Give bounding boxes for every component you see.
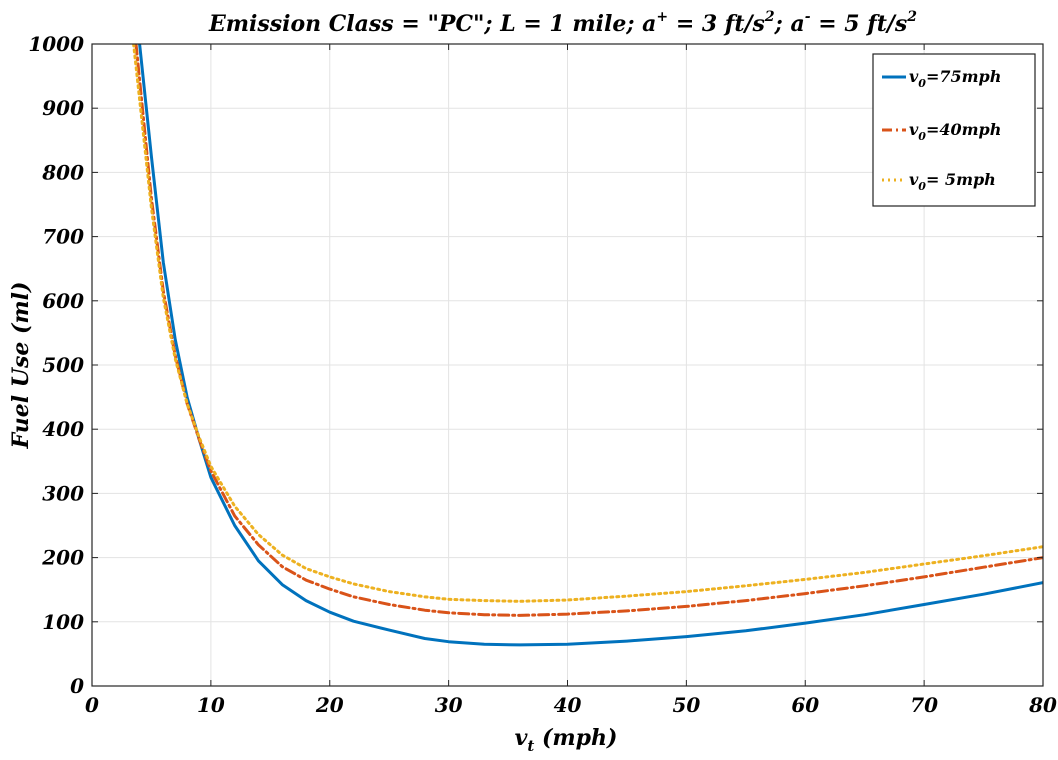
series-line--40mph — [134, 44, 1043, 617]
x-tick-label: 50 — [672, 693, 700, 717]
series-line--5mph — [132, 44, 1043, 603]
y-tick-label: 200 — [41, 546, 84, 570]
legend-label-rest: = 5mph — [926, 170, 996, 189]
x-axis-label-rest: (mph) — [534, 725, 617, 751]
x-tick-label: 40 — [554, 693, 582, 717]
series-layer — [132, 44, 1043, 647]
chart-title: Emission Class = "PC"; L = 1 mile; a+ = … — [208, 9, 917, 37]
y-tick-label: 600 — [42, 289, 84, 313]
x-axis-label-sub: t — [527, 737, 534, 755]
axes-layer — [91, 43, 1044, 687]
legend-label-v0-40mph: v0=40mph — [909, 120, 1001, 143]
title-sup-minus: - — [805, 9, 811, 25]
legend-label-sub: 0 — [918, 130, 926, 143]
legend-label-v0-75mph: v0=75mph — [909, 67, 1001, 90]
title-sup-2b: 2 — [906, 9, 917, 25]
y-tick-label: 800 — [41, 160, 84, 184]
x-tick-label: 30 — [435, 693, 463, 717]
title-mid-1: = 3 ft/s — [668, 11, 765, 37]
legend-label-main: v — [909, 170, 919, 189]
grid-layer — [92, 44, 1043, 686]
y-tick-label: 900 — [42, 96, 84, 120]
title-mid-3: = 5 ft/s — [811, 11, 908, 37]
legend-label-rest: =40mph — [926, 120, 1001, 139]
legend-label-main: v — [909, 67, 919, 86]
title-mid-2: ; a — [774, 11, 805, 37]
x-tick-label: 70 — [910, 693, 938, 717]
y-axis-label: Fuel Use (ml) — [8, 282, 34, 450]
legend-label-rest: =75mph — [926, 67, 1001, 86]
x-axis-label: vt (mph) — [515, 725, 618, 755]
x-tick-label: 60 — [791, 693, 819, 717]
legend-label-v0-5mph: v0= 5mph — [909, 170, 996, 193]
title-sup-plus: + — [656, 9, 668, 25]
y-tick-label: 400 — [42, 417, 84, 441]
title-prefix: Emission Class = "PC"; L = 1 mile; a — [208, 11, 656, 37]
x-tick-label: 80 — [1028, 693, 1057, 717]
x-axis-label-main: v — [515, 725, 528, 751]
y-tick-label: 500 — [42, 353, 84, 377]
y-tick-label: 0 — [70, 674, 84, 698]
x-tick-label: 20 — [315, 693, 344, 717]
legend-label-sub: 0 — [918, 180, 926, 193]
x-tick-label: 0 — [85, 693, 99, 717]
legend: v0=75mph v0=40mph v0= 5mph — [872, 53, 1036, 207]
y-tick-label: 1000 — [28, 32, 84, 56]
tick-label-layer: 0 10 20 30 40 50 60 70 8001002003004005006007008… — [28, 32, 1057, 717]
x-tick-label: 10 — [197, 693, 225, 717]
y-tick-label: 300 — [42, 481, 84, 505]
y-tick-label: 100 — [42, 610, 84, 634]
legend-label-sub: 0 — [918, 77, 926, 90]
title-sup-2a: 2 — [764, 9, 775, 25]
y-tick-label: 700 — [42, 225, 84, 249]
legend-label-main: v — [909, 120, 919, 139]
